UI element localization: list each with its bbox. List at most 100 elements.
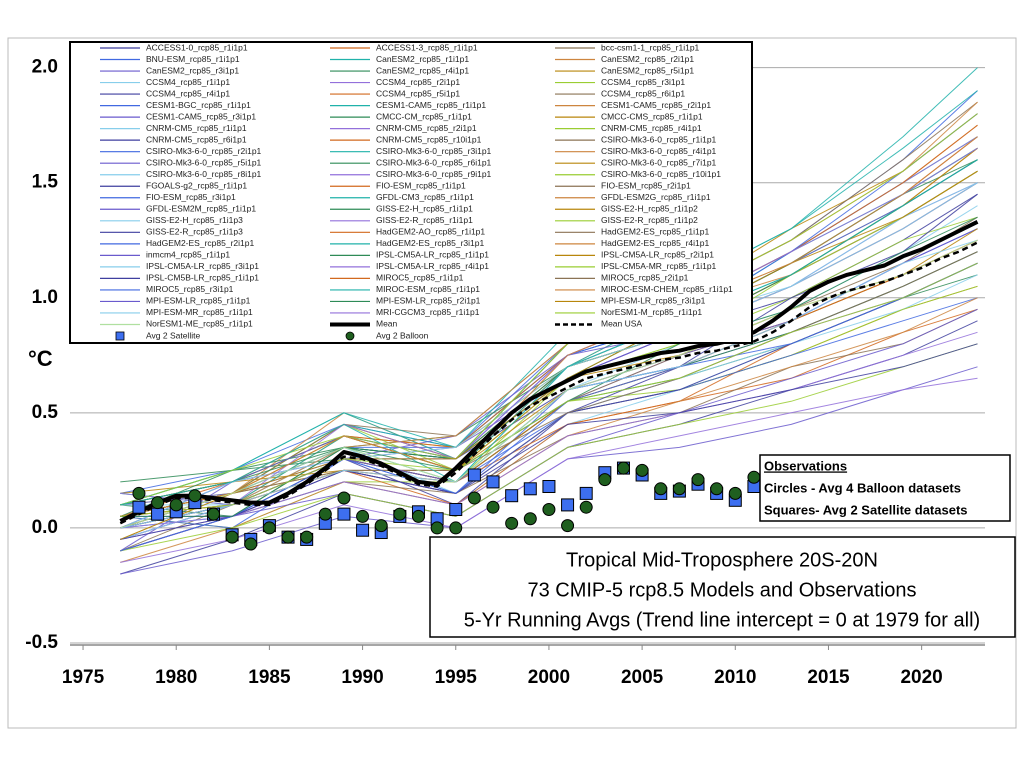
satellite-marker (542, 479, 556, 493)
satellite-marker (132, 500, 146, 514)
balloon-marker (411, 509, 425, 523)
note-line: Circles - Avg 4 Balloon datasets (764, 480, 961, 495)
y-axis-label: °C (28, 346, 53, 371)
plot-area (70, 67, 985, 650)
y-tick-label: 0.5 (32, 402, 59, 423)
balloon-marker (561, 519, 575, 533)
legend-label: GFDL-CM3_rcp85_r1i1p1 (376, 192, 474, 202)
balloon-marker (523, 512, 537, 526)
balloon-marker (654, 482, 668, 496)
balloon-marker (337, 491, 351, 505)
legend-label: MIROC5_rcp85_r1i1p1 (376, 273, 464, 283)
balloon-marker (728, 486, 742, 500)
legend-label: Avg 2 Balloon (376, 330, 429, 340)
model-line (120, 136, 978, 517)
balloon-marker (598, 473, 612, 487)
legend-label: CESM1-CAM5_rcp85_r1i1p1 (376, 100, 486, 110)
legend-label: MRI-CGCM3_rcp85_r1i1p1 (376, 307, 480, 317)
satellite-marker (151, 507, 165, 521)
legend-label: GISS-E2-R_rcp85_r1i1p2 (601, 215, 698, 225)
balloon-marker (430, 521, 444, 535)
legend-swatch (115, 331, 125, 341)
balloon-marker (635, 463, 649, 477)
legend-label: CESM1-BGC_rcp85_r1i1p1 (146, 100, 251, 110)
legend-label: FIO-ESM_rcp85_r2i1p1 (601, 180, 691, 190)
x-tick-label: 1990 (341, 667, 383, 688)
note-line: Squares- Avg 2 Satellite datasets (764, 502, 968, 517)
legend-label: CSIRO-Mk3-6-0_rcp85_r3i1p1 (376, 146, 492, 156)
y-tick-label: 1.0 (32, 287, 58, 308)
x-tick-label: 2005 (621, 667, 664, 688)
legend-label: CanESM2_rcp85_r3i1p1 (146, 65, 239, 75)
legend-label: CSIRO-Mk3-6-0_rcp85_r6i1p1 (376, 157, 492, 167)
satellite-marker (467, 468, 481, 482)
legend-swatch (345, 331, 355, 341)
balloon-marker (486, 500, 500, 514)
legend-label: CESM1-CAM5_rcp85_r3i1p1 (146, 111, 256, 121)
legend-label: CNRM-CM5_rcp85_r6i1p1 (146, 134, 247, 144)
legend-label: BNU-ESM_rcp85_r1i1p1 (146, 54, 240, 64)
legend-label: inmcm4_rcp85_r1i1p1 (146, 250, 230, 260)
legend-label: CSIRO-Mk3-6-0_rcp85_r8i1p1 (146, 169, 262, 179)
x-tick-label: 2010 (714, 667, 756, 688)
legend-label: CNRM-CM5_rcp85_r4i1p1 (601, 123, 702, 133)
legend-label: HadGEM2-ES_rcp85_r1i1p1 (601, 227, 709, 237)
legend-label: CanESM2_rcp85_r5i1p1 (601, 65, 694, 75)
model-line (120, 343, 978, 552)
legend-label: HadGEM2-ES_rcp85_r3i1p1 (376, 238, 484, 248)
model-line (120, 159, 978, 506)
satellite-marker (486, 475, 500, 489)
legend-label: GFDL-ESM2M_rcp85_r1i1p1 (146, 204, 256, 214)
legend-label: CanESM2_rcp85_r1i1p1 (376, 54, 469, 64)
legend-label: CSIRO-Mk3-6-0_rcp85_r10i1p1 (601, 169, 721, 179)
observations-note: Observations Circles - Avg 4 Balloon dat… (759, 454, 1011, 522)
balloon-marker (710, 482, 724, 496)
balloon-marker (616, 461, 630, 475)
legend-label: IPSL-CM5A-LR_rcp85_r4i1p1 (376, 261, 489, 271)
balloon-marker (300, 530, 314, 544)
legend-label: GISS-E2-H_rcp85_r1i1p2 (601, 204, 698, 214)
legend-label: Avg 2 Satellite (146, 330, 200, 340)
balloon-marker (579, 500, 593, 514)
legend-label: GFDL-ESM2G_rcp85_r1i1p1 (601, 192, 711, 202)
balloon-marker (262, 521, 276, 535)
x-tick-label: 1975 (62, 667, 105, 688)
y-tick-label: 2.0 (32, 57, 58, 78)
legend-label: GISS-E2-R_rcp85_r1i1p3 (146, 227, 243, 237)
satellite-marker (505, 489, 519, 503)
legend-label: IPSL-CM5A-LR_rcp85_r3i1p1 (146, 261, 259, 271)
balloon-marker (467, 491, 481, 505)
legend-label: HadGEM2-AO_rcp85_r1i1p1 (376, 227, 485, 237)
balloon-marker (449, 521, 463, 535)
legend-label: MPI-ESM-LR_rcp85_r1i1p1 (146, 296, 251, 306)
x-tick-label: 1995 (435, 667, 478, 688)
balloon-marker (374, 519, 388, 533)
mean-line (119, 220, 979, 523)
legend-label: MPI-ESM-MR_rcp85_r1i1p1 (146, 307, 253, 317)
model-line (120, 239, 978, 529)
legend-label: CNRM-CM5_rcp85_r1i1p1 (146, 123, 247, 133)
legend-label: CMCC-CMS_rcp85_r1i1p1 (601, 111, 703, 121)
note-heading: Observations (764, 458, 847, 473)
legend-label: FIO-ESM_rcp85_r3i1p1 (146, 192, 236, 202)
legend-label: bcc-csm1-1_rcp85_r1i1p1 (601, 42, 700, 52)
legend-label: CCSM4_rcp85_r1i1p1 (146, 77, 230, 87)
note-box (759, 454, 1011, 522)
legend-label: MIROC-ESM-CHEM_rcp85_r1i1p1 (601, 284, 733, 294)
legend-label: ACCESS1-3_rcp85_r1i1p1 (376, 42, 478, 52)
legend-label: CSIRO-Mk3-6-0_rcp85_r4i1p1 (601, 146, 717, 156)
legend-label: GISS-E2-H_rcp85_r1i1p1 (376, 204, 473, 214)
y-tick-label: 1.5 (32, 172, 59, 193)
balloon-marker (356, 509, 370, 523)
legend-box (69, 41, 753, 344)
x-tick-label: 2000 (528, 667, 570, 688)
legend-label: Mean (376, 319, 398, 329)
legend-label: CCSM4_rcp85_r4i1p1 (146, 88, 230, 98)
x-tick-label: 2020 (900, 667, 942, 688)
legend-label: CSIRO-Mk3-6-0_rcp85_r2i1p1 (146, 146, 262, 156)
legend-label: CNRM-CM5_rcp85_r10i1p1 (376, 134, 482, 144)
legend-label: CESM1-CAM5_rcp85_r2i1p1 (601, 100, 711, 110)
balloon-marker (281, 530, 295, 544)
